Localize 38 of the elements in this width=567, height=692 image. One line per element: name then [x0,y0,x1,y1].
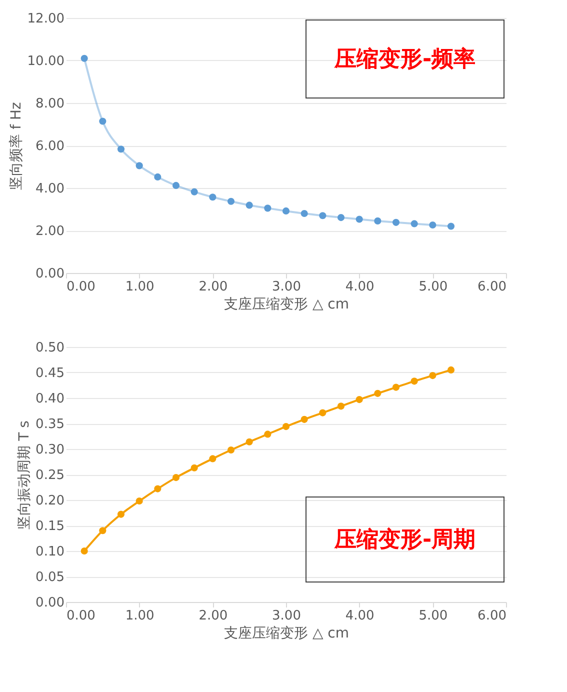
x-tick-label: 5.00 [418,608,448,624]
x-tick-label: 1.00 [125,608,154,624]
y-tick-label: 0.50 [36,340,64,356]
y-tick-label: 0.15 [36,519,64,534]
x-axis-title: 支座压缩变形 △ cm [224,626,350,642]
y-tick-label: 0.30 [36,442,64,458]
y-tick-label: 0.20 [36,494,64,508]
y-tick-label: 0.45 [36,366,64,381]
x-tick-label: 4.00 [345,608,374,624]
x-tick-label: 2.00 [198,608,228,624]
y-tick-label: 0.10 [36,544,64,560]
x-tick-label: 0.00 [66,280,96,294]
y-tick-label: 0.35 [36,417,64,432]
x-tick-label: 3.00 [272,280,301,294]
x-tick-label: 3.00 [272,608,301,624]
y-tick-label: 0.40 [36,392,64,406]
x-tick-label: 6.00 [478,280,506,294]
x-tick-label: 0.00 [66,608,96,624]
y-tick-label: 0.05 [36,570,64,585]
y-tick-label: 0.00 [36,266,64,282]
y-tick-label: 8.00 [36,96,64,112]
y-tick-label: 2.00 [36,224,64,239]
x-tick-label: 2.00 [198,280,228,294]
y-axis-title: 竖向频率 f Hz [8,102,24,190]
y-tick-label: 12.00 [27,12,64,26]
x-tick-label: 6.00 [478,608,506,624]
y-tick-label: 0.00 [36,596,64,610]
y-tick-label: 10.00 [27,54,64,69]
text: 压缩变形-频率 [333,46,476,72]
y-tick-label: 0.25 [36,468,64,483]
y-tick-label: 4.00 [36,182,64,196]
y-axis-title: 竖向振动周期 T s [16,420,33,530]
x-axis-title: 支座压缩变形 △ cm [224,296,350,312]
x-tick-label: 4.00 [345,280,374,294]
y-tick-label: 6.00 [36,139,64,154]
x-tick-label: 1.00 [125,280,154,294]
text: 压缩变形-周期 [333,526,476,552]
x-tick-label: 5.00 [418,280,448,294]
